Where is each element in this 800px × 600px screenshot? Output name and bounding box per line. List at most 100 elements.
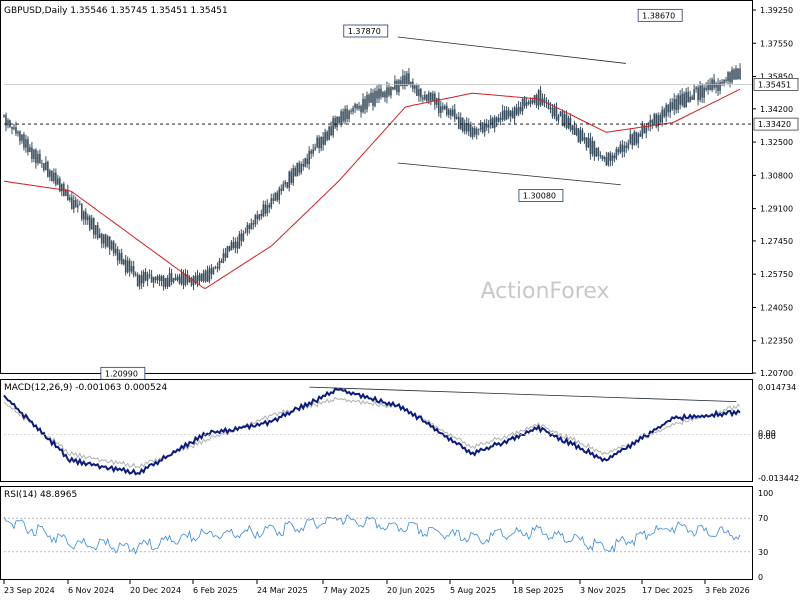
candle-body xyxy=(603,157,606,160)
candle-body xyxy=(188,278,191,283)
macd-tick-label: 0.00 xyxy=(758,429,776,438)
candle-body xyxy=(483,124,486,133)
candle-body xyxy=(689,96,691,102)
candle-body xyxy=(170,273,173,283)
price-tick-label: 1.29100 xyxy=(760,205,793,214)
candle-body xyxy=(69,197,71,201)
candle-body xyxy=(527,102,530,105)
candle-body xyxy=(436,98,438,105)
candle-body xyxy=(430,92,432,101)
price-tick-label: 1.37550 xyxy=(760,39,793,48)
candle-body xyxy=(114,248,117,254)
candle-body xyxy=(294,168,297,177)
candle-body xyxy=(372,92,374,106)
candle-body xyxy=(475,128,478,135)
candle-body xyxy=(593,140,596,157)
candle-body xyxy=(65,189,67,196)
candle-body xyxy=(739,68,741,80)
candle-body xyxy=(404,75,406,87)
candle-body xyxy=(507,110,510,117)
candle-body xyxy=(573,125,576,135)
candle-body xyxy=(312,149,314,154)
price-tick-label: 1.20700 xyxy=(760,369,793,378)
candle-body xyxy=(57,178,59,185)
candle-body xyxy=(53,172,55,182)
candle-body xyxy=(553,107,556,117)
x-tick-label: 6 Nov 2024 xyxy=(68,586,114,595)
candle-body xyxy=(420,89,422,98)
candle-body xyxy=(709,83,711,91)
candle-body xyxy=(641,124,644,137)
candle-body xyxy=(412,81,414,89)
candle-body xyxy=(250,223,253,230)
candle-body xyxy=(252,223,255,225)
candle-body xyxy=(559,111,562,117)
price-tick-label: 1.34200 xyxy=(760,105,793,114)
candle-body xyxy=(661,109,664,123)
candle-body xyxy=(296,162,299,177)
candle-body xyxy=(172,278,175,283)
candle-body xyxy=(198,274,201,281)
candle-body xyxy=(118,253,121,261)
candle-body xyxy=(505,110,508,120)
candle-body xyxy=(410,81,412,86)
candle-body xyxy=(212,267,215,275)
candle-body xyxy=(84,211,87,221)
candle-body xyxy=(635,131,638,144)
macd-header: MACD(12,26,9) -0.001063 0.000524 xyxy=(4,383,167,393)
candle-body xyxy=(479,122,482,130)
candle-body xyxy=(238,233,241,249)
candle-body xyxy=(290,171,293,183)
candle-body xyxy=(737,68,739,80)
candle-body xyxy=(268,204,271,208)
candle-body xyxy=(402,75,404,87)
rsi-line xyxy=(3,514,752,555)
candle-body xyxy=(426,94,428,101)
candle-body xyxy=(236,241,239,249)
candle-body xyxy=(589,137,592,154)
candle-body xyxy=(673,99,675,110)
candle-body xyxy=(228,246,231,251)
candle-body xyxy=(182,273,185,286)
candle-body xyxy=(555,107,558,121)
candle-body xyxy=(282,184,285,191)
candle-body xyxy=(719,81,721,91)
macd-lines xyxy=(3,386,752,476)
candle-body xyxy=(47,161,49,177)
candle-body xyxy=(146,274,149,281)
candle-body xyxy=(41,163,43,164)
candle-body xyxy=(334,118,336,128)
candle-body xyxy=(463,122,466,132)
candle-body xyxy=(515,107,518,115)
candle-body xyxy=(166,277,169,287)
candle-body xyxy=(406,73,408,87)
candle-body xyxy=(112,241,115,254)
candle-body xyxy=(134,274,137,276)
candle-body xyxy=(501,110,504,120)
candle-body xyxy=(49,170,51,177)
candle-body xyxy=(288,171,291,188)
candle-body xyxy=(424,94,426,100)
candle-body xyxy=(120,253,123,265)
candle-body xyxy=(611,155,614,161)
candle-body xyxy=(39,153,41,164)
candle-body xyxy=(493,117,496,129)
candle-body xyxy=(615,149,618,159)
annotation-box xyxy=(100,366,146,380)
candle-body xyxy=(583,137,586,141)
candle-body xyxy=(531,100,534,103)
candle-body xyxy=(563,114,566,126)
candle-body xyxy=(681,93,683,105)
candle-body xyxy=(639,133,642,137)
candle-body xyxy=(190,278,193,286)
candle-body xyxy=(487,123,490,128)
candle-body xyxy=(539,90,542,105)
rsi-line xyxy=(3,514,741,555)
candle-body xyxy=(310,150,312,154)
candle-body xyxy=(455,116,458,120)
rsi-panel-frame xyxy=(0,486,753,580)
candle-body xyxy=(344,108,346,122)
x-tick-label: 3 Feb 2026 xyxy=(705,586,750,595)
x-tick-label: 20 Jun 2025 xyxy=(387,586,435,595)
